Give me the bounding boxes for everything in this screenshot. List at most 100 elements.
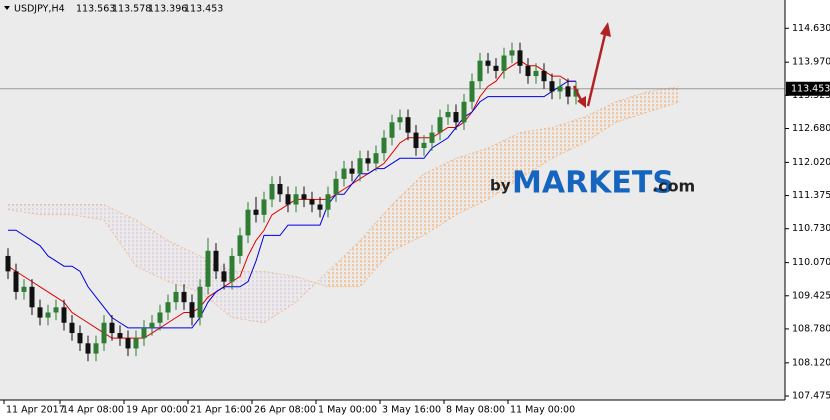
candle-body (221, 271, 227, 282)
plot-layer (0, 42, 785, 362)
plot-area (0, 0, 785, 400)
cloud-segment (104, 204, 136, 267)
y-tick-label: 110.070 (792, 257, 830, 268)
candle-body (541, 70, 547, 82)
x-tick-label: 11 May 00:00 (510, 405, 575, 416)
x-tick-label: 21 Apr 16:00 (190, 405, 252, 416)
watermark-brand: MARKETS (512, 166, 674, 201)
arrow-up-head (600, 22, 611, 37)
y-tick-label: 107.475 (792, 390, 830, 401)
y-tick-label: 113.970 (792, 57, 830, 68)
forecast-arrows (572, 22, 611, 108)
cloud-segment (392, 173, 424, 251)
candle-body (29, 286, 35, 308)
candle-body (101, 322, 107, 344)
candle-body (261, 199, 267, 215)
candle-body (309, 199, 315, 205)
symbol: USDJPY,H4 (14, 4, 65, 15)
watermark-suffix: .com (652, 177, 695, 196)
cloud-segment (264, 271, 296, 323)
candle-body (109, 322, 115, 334)
candle-body (373, 153, 379, 164)
candle-body (133, 338, 139, 349)
candle-body (293, 194, 299, 205)
y-tick-label: 108.120 (792, 357, 830, 368)
candle-body (405, 117, 411, 133)
candle-body (69, 322, 75, 334)
cloud-segment (456, 148, 488, 215)
y-tick-label: 112.020 (792, 157, 830, 168)
candle-body (285, 194, 291, 205)
x-tick-label: 14 Apr 08:00 (62, 405, 124, 416)
y-tick-label: 114.630 (792, 23, 830, 34)
cloud-edge (8, 101, 681, 288)
candle-body (469, 81, 475, 102)
watermark-prefix: by (490, 177, 511, 195)
y-tick-label: 112.680 (792, 123, 830, 134)
candle-body (437, 117, 443, 133)
price-label-box (786, 81, 830, 96)
candle-body (421, 142, 427, 149)
x-tick-label: 11 Apr 2017 (6, 405, 65, 416)
indicator-line (8, 80, 576, 329)
arrow-up (586, 29, 608, 107)
candle-body (277, 183, 283, 195)
candle-body (501, 55, 507, 71)
candle-body (445, 112, 451, 118)
candle-body (517, 50, 523, 66)
cloud-segment (328, 240, 360, 287)
candle-body (85, 343, 91, 354)
candle-body (149, 322, 155, 328)
header-high: 113.578 (112, 4, 151, 15)
cloud-segment (168, 240, 200, 292)
cloud-segment (488, 132, 520, 200)
header-low: 113.396 (148, 4, 187, 15)
y-tick-label: 108.780 (792, 323, 830, 334)
candle-body (141, 327, 147, 339)
candle-body (93, 343, 99, 354)
candle-body (493, 65, 499, 71)
candle-body (21, 286, 27, 292)
candle-body (13, 271, 19, 292)
candle-body (357, 158, 363, 174)
candle-body (61, 307, 67, 323)
candle-body (557, 86, 563, 92)
candle-body (477, 60, 483, 82)
cloud-segment (584, 101, 616, 143)
candle-body (333, 178, 339, 195)
cloud-segment (552, 117, 584, 159)
y-tick-label: 109.425 (792, 290, 830, 301)
candle-body (565, 86, 571, 97)
candle-body (325, 194, 331, 210)
header-open: 113.563 (76, 4, 115, 15)
candle-body (253, 209, 259, 215)
x-tick-label: 26 Apr 08:00 (254, 405, 316, 416)
candle-body (205, 250, 211, 287)
candle-body (45, 312, 51, 318)
arrow-down-head (577, 96, 586, 108)
candle-body (301, 194, 307, 200)
cloud-segment (232, 271, 264, 323)
y-tick-label: 110.730 (792, 223, 830, 234)
candle-body (485, 60, 491, 66)
candle-body (173, 291, 179, 303)
candle-body (197, 286, 203, 318)
candle-body (461, 101, 467, 123)
candle-body (269, 183, 275, 200)
candle-body (213, 250, 219, 272)
candle-body (341, 168, 347, 179)
candle-body (365, 158, 371, 164)
x-tick-label: 3 May 16:00 (382, 405, 441, 416)
candle-body (381, 137, 387, 154)
candle-body (229, 255, 235, 282)
candle-body (413, 132, 419, 149)
candle-body (525, 65, 531, 77)
watermark: by MARKETS .com (490, 166, 695, 201)
candle-body (237, 235, 243, 256)
candle-body (77, 333, 83, 344)
price-label: 113.453 (791, 83, 830, 94)
candle-body (181, 291, 187, 303)
candle-body (189, 302, 195, 318)
cloud-segment (40, 204, 72, 215)
